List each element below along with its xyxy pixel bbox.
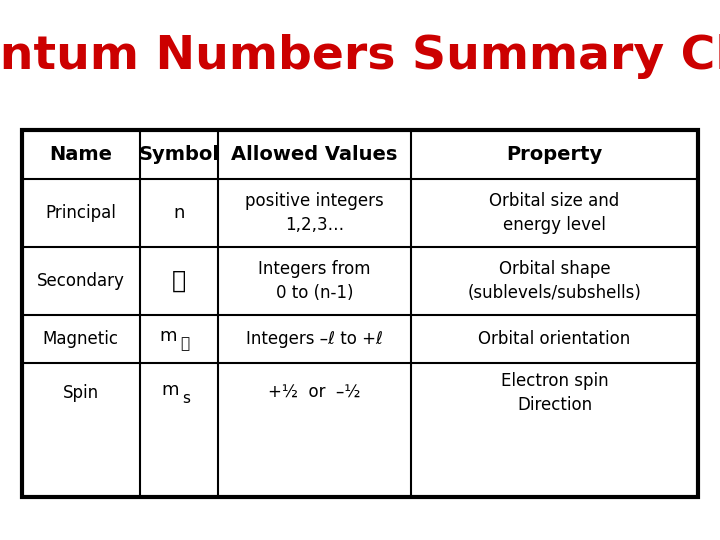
Text: ℓ: ℓ [172,269,186,293]
Text: n: n [174,204,184,222]
Text: Orbital size and
energy level: Orbital size and energy level [490,192,620,234]
Text: Secondary: Secondary [37,272,125,290]
Text: Quantum Numbers Summary Chart: Quantum Numbers Summary Chart [0,34,720,79]
Text: Spin: Spin [63,384,99,402]
Text: m: m [161,381,179,400]
Text: ℓ: ℓ [180,338,189,352]
Text: Integers –ℓ to +ℓ: Integers –ℓ to +ℓ [246,330,383,348]
Text: Orbital orientation: Orbital orientation [479,330,631,348]
Text: Orbital shape
(sublevels/subshells): Orbital shape (sublevels/subshells) [468,260,642,302]
Text: +½  or  –½: +½ or –½ [268,384,361,402]
Text: Allowed Values: Allowed Values [231,145,397,164]
Text: m: m [159,327,177,345]
Text: Integers from
0 to (n-1): Integers from 0 to (n-1) [258,260,371,302]
Text: s: s [182,391,190,406]
Text: Symbol: Symbol [138,145,220,164]
Text: Name: Name [49,145,112,164]
Text: positive integers
1,2,3…: positive integers 1,2,3… [245,192,384,234]
Bar [22,130,698,497]
Text: Magnetic: Magnetic [42,330,119,348]
Text: Principal: Principal [45,204,116,222]
Text: Electron spin
Direction: Electron spin Direction [501,372,608,414]
Text: Property: Property [506,145,603,164]
